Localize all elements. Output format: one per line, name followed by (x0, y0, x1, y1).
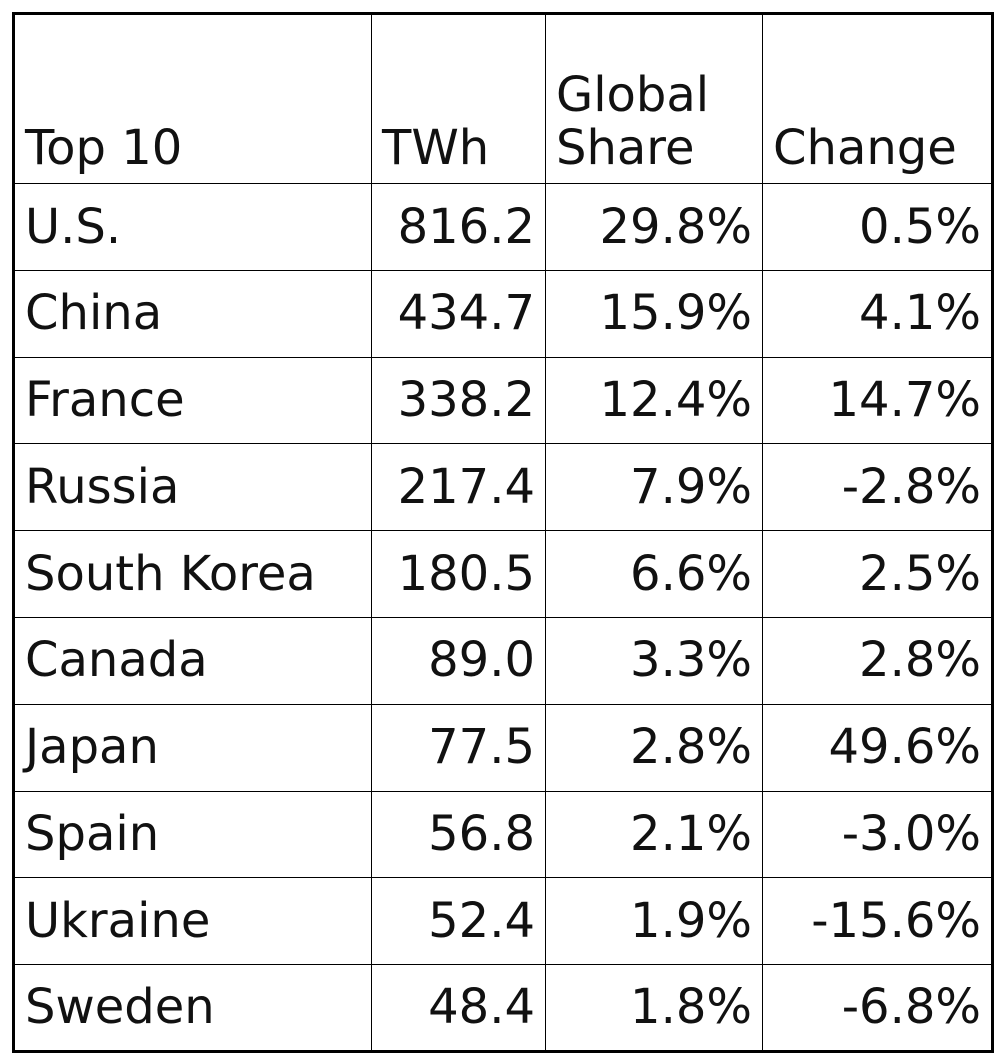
global-share-cell: 3.3% (545, 616, 763, 705)
table-row: U.S. 816.2 29.8% 0.5% (13, 183, 993, 271)
table-row: South Korea 180.5 6.6% 2.5% (13, 530, 993, 618)
twh-cell: 48.4 (371, 964, 546, 1052)
table-row: Sweden 48.4 1.8% -6.8% (13, 964, 993, 1052)
table-row: Spain 56.8 2.1% -3.0% (13, 790, 993, 879)
global-share-cell: 7.9% (545, 443, 763, 532)
country-cell: Russia (13, 443, 372, 532)
change-cell: -15.6% (762, 877, 993, 966)
change-cell: -2.8% (762, 443, 993, 532)
table-row: Canada 89.0 3.3% 2.8% (13, 616, 993, 705)
twh-cell: 56.8 (371, 790, 546, 879)
country-cell: Sweden (13, 964, 372, 1052)
table-row: France 338.2 12.4% 14.7% (13, 356, 993, 445)
twh-cell: 434.7 (371, 269, 546, 358)
twh-cell: 816.2 (371, 183, 546, 271)
column-header-twh: TWh (371, 13, 546, 184)
global-share-cell: 6.6% (545, 530, 763, 618)
column-header-change: Change (762, 13, 993, 184)
twh-cell: 217.4 (371, 443, 546, 532)
change-cell: -6.8% (762, 964, 993, 1052)
change-cell: -3.0% (762, 790, 993, 879)
column-header-global-share: Global Share (545, 13, 763, 184)
table-row: Japan 77.5 2.8% 49.6% (13, 703, 993, 792)
table-body: Top 10 TWh Global Share Change U.S. 816.2… (13, 13, 993, 1052)
global-share-cell: 1.8% (545, 964, 763, 1052)
change-cell: 0.5% (762, 183, 993, 271)
global-share-cell: 2.1% (545, 790, 763, 879)
country-cell: Japan (13, 703, 372, 792)
header-row: Top 10 TWh Global Share Change (13, 13, 993, 184)
twh-cell: 338.2 (371, 356, 546, 445)
country-cell: Spain (13, 790, 372, 879)
change-cell: 2.5% (762, 530, 993, 618)
change-cell: 2.8% (762, 616, 993, 705)
change-cell: 49.6% (762, 703, 993, 792)
twh-cell: 89.0 (371, 616, 546, 705)
global-share-cell: 12.4% (545, 356, 763, 445)
country-cell: South Korea (13, 530, 372, 618)
twh-cell: 52.4 (371, 877, 546, 966)
global-share-cell: 1.9% (545, 877, 763, 966)
column-header-country: Top 10 (13, 13, 372, 184)
nuclear-generation-table: Top 10 TWh Global Share Change U.S. 816.2… (12, 12, 994, 1053)
country-cell: France (13, 356, 372, 445)
global-share-cell: 2.8% (545, 703, 763, 792)
twh-cell: 180.5 (371, 530, 546, 618)
global-share-cell: 15.9% (545, 269, 763, 358)
country-cell: U.S. (13, 183, 372, 271)
table-row: Ukraine 52.4 1.9% -15.6% (13, 877, 993, 966)
twh-cell: 77.5 (371, 703, 546, 792)
change-cell: 4.1% (762, 269, 993, 358)
global-share-cell: 29.8% (545, 183, 763, 271)
change-cell: 14.7% (762, 356, 993, 445)
country-cell: Canada (13, 616, 372, 705)
country-cell: Ukraine (13, 877, 372, 966)
country-cell: China (13, 269, 372, 358)
table-row: China 434.7 15.9% 4.1% (13, 269, 993, 358)
table-row: Russia 217.4 7.9% -2.8% (13, 443, 993, 532)
